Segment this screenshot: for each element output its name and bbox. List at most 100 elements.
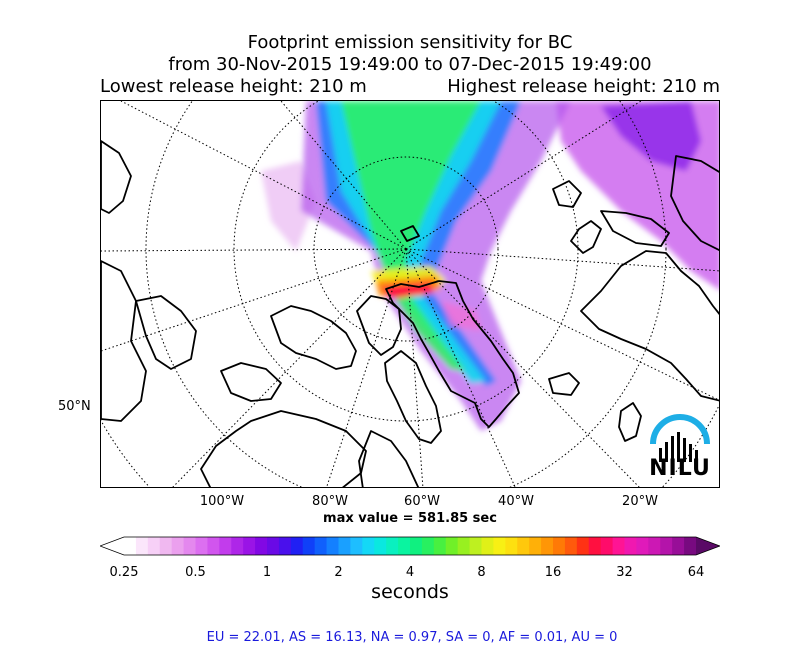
coast-ice-island — [400, 225, 420, 242]
highest-release-height: Highest release height: 210 m — [447, 76, 720, 97]
colorbar-swatch — [338, 537, 352, 555]
colorbar-swatch — [171, 537, 185, 555]
coast-hudson — [200, 410, 367, 487]
colorbar-tick-label: 4 — [405, 565, 415, 580]
lon-label-40w: 40°W — [498, 494, 534, 509]
coast-scandinavia — [580, 250, 719, 402]
coast-baffin — [384, 350, 442, 444]
colorbar-swatch — [517, 537, 530, 555]
colorbar-swatch — [243, 537, 256, 555]
colorbar-under-triangle — [100, 537, 124, 555]
footprint-map — [100, 100, 720, 488]
map-canvas — [101, 101, 719, 487]
colorbar-swatch — [588, 537, 602, 555]
meridian-20e — [405, 248, 719, 272]
colorbar-swatch — [410, 537, 423, 555]
colorbar-swatch — [612, 537, 626, 555]
colorbar-swatch — [529, 537, 542, 555]
colorbar — [100, 536, 720, 556]
nilu-logo-text: NILU — [649, 456, 711, 481]
colorbar-tick-label: 8 — [477, 565, 486, 580]
colorbar-swatch — [576, 537, 590, 555]
colorbar-swatch — [290, 537, 304, 555]
colorbar-swatch — [314, 537, 328, 555]
meridian-40w — [405, 248, 516, 487]
field-violet-europe — [601, 101, 701, 171]
colorbar-swatch — [493, 537, 506, 555]
region-contributions: EU = 22.01, AS = 16.13, NA = 0.97, SA = … — [206, 630, 618, 645]
coast-uk — [618, 402, 642, 442]
colorbar-outline — [100, 536, 720, 556]
colorbar-swatch — [195, 537, 209, 555]
map-period: from 30-Nov-2015 19:49:00 to 07-Dec-2015… — [168, 54, 652, 75]
colorbar-swatch — [660, 537, 673, 555]
field-pink-patch — [441, 301, 481, 331]
coast-chukotka — [101, 140, 132, 214]
colorbar-swatch — [505, 537, 518, 555]
colorbar-swatch — [278, 537, 292, 555]
lat-circle-60 — [145, 101, 667, 487]
max-value-label: max value = 581.85 sec — [323, 511, 497, 526]
coast-victoria — [220, 362, 282, 402]
colorbar-tick-label: 0.25 — [109, 565, 139, 580]
lon-label-60w: 60°W — [404, 494, 440, 509]
colorbar-swatch — [553, 537, 566, 555]
colorbar-tick-label: 2 — [334, 565, 343, 580]
colorbar-swatch — [219, 537, 232, 555]
meridian-60w — [405, 248, 424, 487]
nilu-logo: NILU — [645, 412, 715, 482]
coast-ellesmere — [356, 295, 402, 356]
colorbar-over-triangle — [696, 537, 720, 555]
colorbar-swatch — [624, 537, 638, 555]
colorbar-swatch — [231, 537, 244, 555]
coast-russia-north — [600, 210, 670, 247]
colorbar-swatch — [564, 537, 578, 555]
coast-alaska — [101, 260, 147, 422]
colorbar-swatch — [421, 537, 435, 555]
colorbar-swatch — [433, 537, 447, 555]
coast-novaya-zemlya — [570, 220, 602, 254]
colorbar-swatch — [600, 537, 614, 555]
meridian-180 — [280, 101, 407, 250]
colorbar-swatch — [541, 537, 554, 555]
lon-label-100w: 100°W — [199, 494, 245, 509]
lowest-release-height: Lowest release height: 210 m — [100, 76, 367, 97]
colorbar-swatch — [159, 537, 173, 555]
colorbar-swatch — [469, 537, 483, 555]
coast-iceland — [548, 372, 580, 396]
map-title: Footprint emission sensitivity for BC — [247, 32, 573, 53]
colorbar-swatch — [362, 537, 375, 555]
meridian-160w — [120, 101, 407, 250]
coast-greenland — [385, 280, 520, 428]
meridian-140w — [101, 248, 407, 252]
lon-label-20w: 20°W — [622, 494, 658, 509]
colorbar-tick-label: 0.5 — [185, 565, 206, 580]
colorbar-swatch — [398, 537, 411, 555]
colorbar-swatch — [326, 537, 340, 555]
colorbar-swatch — [386, 537, 399, 555]
colorbar-tick-label: 32 — [616, 565, 633, 580]
colorbar-tick-label: 16 — [544, 565, 562, 580]
colorbar-swatch — [457, 537, 471, 555]
colorbar-swatch — [684, 537, 697, 555]
colorbar-swatch — [481, 537, 495, 555]
field-green-plume — [341, 101, 481, 371]
coastlines — [101, 140, 719, 487]
colorbar-swatch — [147, 537, 161, 555]
lon-label-80w: 80°W — [312, 494, 348, 509]
colorbar-swatch — [374, 537, 387, 555]
meridian-100w — [172, 248, 407, 487]
coast-canada-islands — [270, 305, 357, 370]
meridian-120w — [101, 248, 407, 352]
lat-circle-80 — [313, 156, 499, 342]
colorbar-units: seconds — [371, 581, 449, 603]
colorbar-swatch — [648, 537, 661, 555]
lat-label-50n: 50°N — [58, 399, 91, 414]
colorbar-swatch — [207, 537, 220, 555]
colorbar-swatch — [183, 537, 197, 555]
sensitivity-field — [261, 101, 719, 431]
coast-svalbard — [552, 180, 582, 208]
coast-siberia — [670, 155, 719, 252]
coast-labrador — [358, 430, 420, 487]
colorbar-swatch — [135, 537, 149, 555]
